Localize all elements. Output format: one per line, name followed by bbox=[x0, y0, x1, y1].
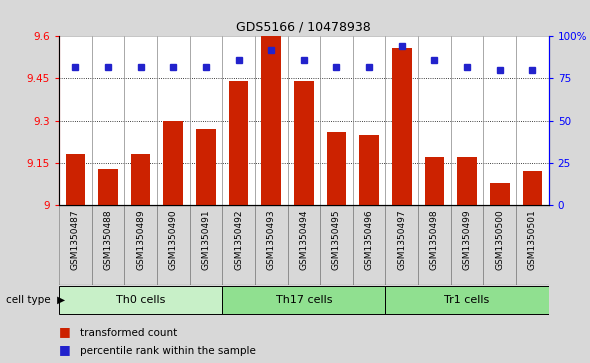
Text: GSM1350488: GSM1350488 bbox=[103, 209, 113, 270]
Text: GSM1350491: GSM1350491 bbox=[201, 209, 211, 270]
Bar bbox=[385, 286, 549, 314]
Text: GSM1350500: GSM1350500 bbox=[495, 209, 504, 270]
Bar bbox=[261, 36, 281, 205]
Text: GSM1350493: GSM1350493 bbox=[267, 209, 276, 270]
Bar bbox=[91, 36, 124, 205]
Bar bbox=[98, 168, 118, 205]
Bar bbox=[59, 286, 222, 314]
Bar bbox=[196, 129, 216, 205]
Text: GSM1350497: GSM1350497 bbox=[397, 209, 407, 270]
Bar bbox=[222, 286, 385, 314]
Text: percentile rank within the sample: percentile rank within the sample bbox=[80, 346, 255, 356]
Bar bbox=[65, 154, 85, 205]
Bar bbox=[490, 183, 510, 205]
Bar bbox=[451, 36, 483, 205]
Text: ■: ■ bbox=[59, 325, 71, 338]
Text: GSM1350490: GSM1350490 bbox=[169, 209, 178, 270]
Bar bbox=[131, 154, 150, 205]
Title: GDS5166 / 10478938: GDS5166 / 10478938 bbox=[237, 21, 371, 34]
Bar bbox=[229, 81, 248, 205]
Bar bbox=[320, 36, 353, 205]
Bar bbox=[59, 36, 91, 205]
Bar bbox=[483, 36, 516, 205]
Bar bbox=[327, 132, 346, 205]
Bar bbox=[359, 135, 379, 205]
Bar bbox=[287, 36, 320, 205]
Text: transformed count: transformed count bbox=[80, 327, 177, 338]
Bar bbox=[457, 157, 477, 205]
Bar bbox=[516, 36, 549, 205]
Bar bbox=[353, 36, 385, 205]
Bar bbox=[157, 36, 189, 205]
Bar bbox=[255, 36, 287, 205]
Text: Tr1 cells: Tr1 cells bbox=[444, 295, 490, 305]
Bar bbox=[163, 121, 183, 205]
Text: GSM1350498: GSM1350498 bbox=[430, 209, 439, 270]
Bar bbox=[418, 36, 451, 205]
Text: GSM1350499: GSM1350499 bbox=[463, 209, 471, 270]
Bar bbox=[392, 48, 412, 205]
Text: GSM1350496: GSM1350496 bbox=[365, 209, 373, 270]
Text: GSM1350501: GSM1350501 bbox=[528, 209, 537, 270]
Bar bbox=[189, 36, 222, 205]
Bar bbox=[425, 157, 444, 205]
Bar bbox=[222, 36, 255, 205]
Text: GSM1350489: GSM1350489 bbox=[136, 209, 145, 270]
Bar bbox=[523, 171, 542, 205]
Text: GSM1350487: GSM1350487 bbox=[71, 209, 80, 270]
Bar bbox=[124, 36, 157, 205]
Text: ■: ■ bbox=[59, 343, 71, 356]
Text: Th0 cells: Th0 cells bbox=[116, 295, 165, 305]
Text: GSM1350494: GSM1350494 bbox=[299, 209, 309, 270]
Text: Th17 cells: Th17 cells bbox=[276, 295, 332, 305]
Text: GSM1350495: GSM1350495 bbox=[332, 209, 341, 270]
Bar bbox=[294, 81, 314, 205]
Text: cell type  ▶: cell type ▶ bbox=[6, 295, 65, 305]
Text: GSM1350492: GSM1350492 bbox=[234, 209, 243, 270]
Bar bbox=[385, 36, 418, 205]
